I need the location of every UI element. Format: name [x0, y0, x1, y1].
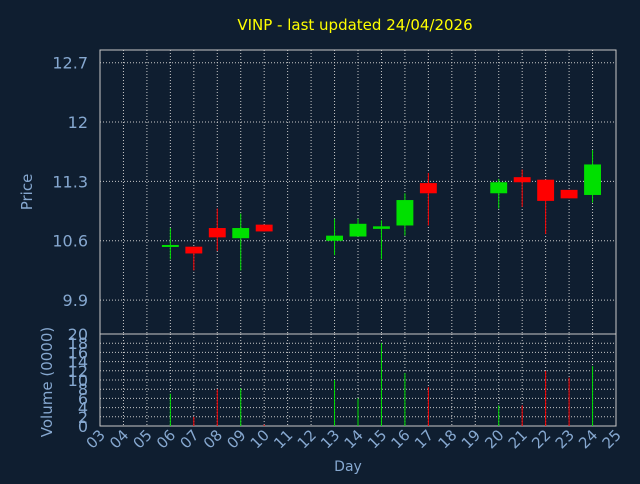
candle-body — [396, 200, 414, 226]
x-tick-label: 20 — [481, 426, 507, 452]
candle-body — [373, 226, 390, 229]
candle — [373, 220, 390, 260]
x-tick-label: 22 — [528, 426, 554, 452]
candle — [161, 228, 179, 260]
candle — [490, 178, 508, 209]
x-axis-label: Day — [334, 459, 362, 475]
candle-body — [560, 189, 578, 199]
x-tick-label: 21 — [505, 426, 531, 452]
x-tick-label: 11 — [270, 426, 296, 452]
candle-body — [232, 228, 250, 239]
x-tick-label: 06 — [153, 426, 179, 452]
price-y-ticks: 12.7 12 11.3 10.6 9.9 — [52, 54, 88, 310]
volume-tick-label: 0 — [78, 417, 88, 436]
x-ticks: 0304050607080910111213141516171819202122… — [83, 426, 625, 452]
x-tick-label: 23 — [552, 426, 578, 452]
x-tick-label: 04 — [106, 426, 132, 452]
candle-body — [208, 228, 226, 238]
volume-tick-label: 6 — [78, 389, 88, 408]
candle — [396, 193, 414, 236]
volume-tick-label: 10 — [68, 371, 88, 390]
candle — [326, 218, 343, 256]
volume-tick-label: 2 — [78, 408, 88, 427]
x-tick-label: 15 — [364, 426, 390, 452]
candle — [349, 218, 367, 237]
candle — [513, 169, 531, 207]
x-tick-label: 18 — [434, 426, 460, 452]
candle-body — [513, 177, 531, 183]
volume-bars — [169, 343, 594, 426]
x-tick-label: 07 — [176, 426, 202, 452]
x-tick-label: 19 — [458, 426, 484, 452]
volume-tick-label: 16 — [68, 343, 88, 362]
candle — [560, 189, 578, 199]
x-tick-label: 24 — [575, 426, 601, 452]
volume-tick-label: 4 — [78, 399, 88, 418]
candle — [232, 213, 250, 271]
price-tick-label: 11.3 — [52, 172, 88, 191]
volume-tick-label: 8 — [78, 380, 88, 399]
candle — [255, 224, 273, 232]
price-tick-label: 10.6 — [52, 232, 88, 251]
x-tick-label: 13 — [317, 426, 343, 452]
candle-body — [584, 164, 601, 195]
candle-body — [349, 223, 367, 237]
x-tick-label: 16 — [388, 426, 414, 452]
candle-body — [326, 235, 343, 241]
candle — [208, 208, 226, 251]
candle — [419, 172, 437, 226]
x-tick-label: 12 — [294, 426, 320, 452]
candle-body — [161, 244, 179, 247]
volume-axis-label: Volume (0000) — [38, 327, 56, 437]
volume-tick-label: 18 — [68, 334, 88, 353]
price-axis-label: Price — [18, 174, 36, 211]
x-tick-label: 10 — [247, 426, 273, 452]
x-tick-label: 05 — [130, 426, 156, 452]
candles — [161, 150, 601, 271]
chart-title: VINP - last updated 24/04/2026 — [237, 16, 472, 34]
x-tick-label: 08 — [200, 426, 226, 452]
candle-body — [255, 224, 273, 232]
x-tick-label: 14 — [341, 426, 367, 452]
candle-body — [419, 183, 437, 194]
volume-tick-label: 12 — [68, 362, 88, 381]
candle — [537, 179, 555, 234]
volume-tick-label: 14 — [68, 353, 88, 372]
x-tick-label: 09 — [223, 426, 249, 452]
candle — [185, 246, 203, 271]
candle-body — [185, 246, 203, 254]
candle-body — [537, 179, 555, 201]
price-tick-label: 9.9 — [63, 291, 88, 310]
x-tick-label: 25 — [599, 426, 625, 452]
candle-body — [490, 182, 508, 194]
candle — [584, 150, 601, 203]
volume-tick-label: 20 — [68, 325, 88, 344]
price-tick-label: 12 — [68, 113, 88, 132]
x-tick-label: 17 — [411, 426, 437, 452]
price-tick-label: 12.7 — [52, 54, 88, 73]
